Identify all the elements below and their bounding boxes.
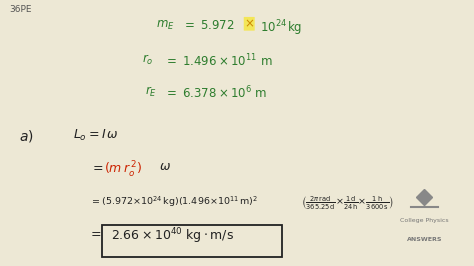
Text: $= (5.972{\times}10^{24}\,\mathrm{kg})(1.496{\times}10^{11}\,\mathrm{m})^2$: $= (5.972{\times}10^{24}\,\mathrm{kg})(1… [90,194,258,209]
Text: $= \ 1.496 \times 10^{11} \ \mathrm{m}$: $= \ 1.496 \times 10^{11} \ \mathrm{m}$ [164,53,272,70]
Text: $=$: $=$ [90,160,104,173]
Text: $=$: $=$ [88,226,101,239]
Text: $L_o = I\,\omega$: $L_o = I\,\omega$ [73,128,119,143]
Text: $a)$: $a)$ [19,128,34,144]
Text: $\times$: $\times$ [244,17,255,30]
Text: $m_E$: $m_E$ [156,19,175,32]
Text: $10^{24}$: $10^{24}$ [260,19,287,35]
Text: $\mathrm{kg}$: $\mathrm{kg}$ [287,19,302,36]
Text: $r_o$: $r_o$ [142,53,154,67]
Text: $\left(\frac{2\pi\,\mathrm{rad}}{365.25\,\mathrm{d}}{\times}\frac{1\,\mathrm{d}}: $\left(\frac{2\pi\,\mathrm{rad}}{365.25\… [301,194,394,211]
Text: $(m\,r_o^{\,2})$: $(m\,r_o^{\,2})$ [104,160,142,180]
Text: $2.66 \times 10^{40} \ \mathrm{kg \cdot m/s}$: $2.66 \times 10^{40} \ \mathrm{kg \cdot … [111,226,235,246]
Text: $= \ 5.972$: $= \ 5.972$ [182,19,235,32]
Text: $r_E$: $r_E$ [145,85,156,99]
Text: $\omega$: $\omega$ [159,160,171,173]
Text: ANSWERS: ANSWERS [407,237,442,242]
Text: 36PE: 36PE [9,5,32,14]
Text: $= \ 6.378 \times 10^{6} \ \mathrm{m}$: $= \ 6.378 \times 10^{6} \ \mathrm{m}$ [164,85,267,102]
Text: College Physics: College Physics [400,218,448,223]
